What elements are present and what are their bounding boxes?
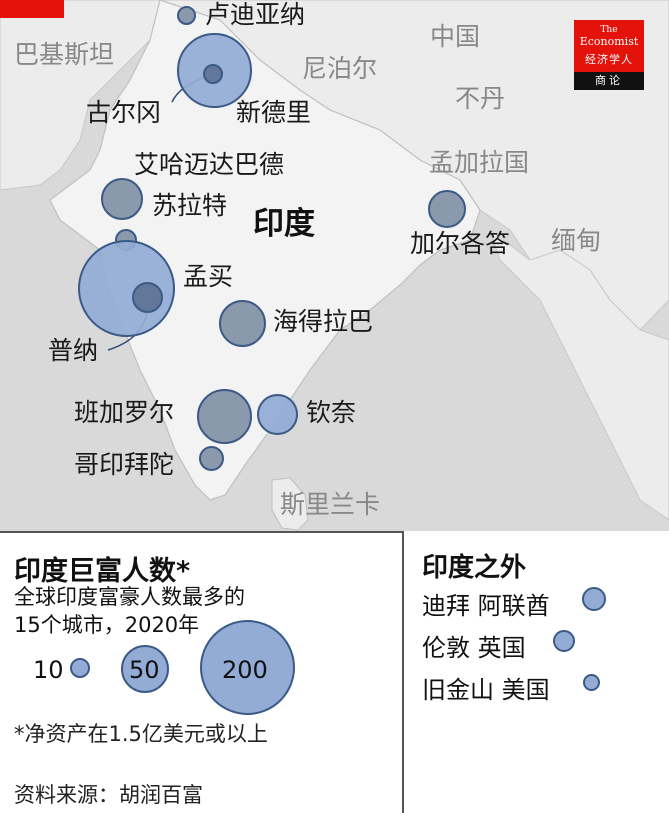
outside-bubble-london <box>553 630 575 652</box>
legend-scale-50-label: 50 <box>129 656 160 684</box>
country-label-myanmar: 缅甸 <box>551 226 602 255</box>
outside-item-london: 伦敦 英国 <box>422 634 526 662</box>
country-label-bhutan: 不丹 <box>455 84 506 113</box>
country-label-bangladesh: 孟加拉国 <box>429 148 530 177</box>
country-label-india: 印度 <box>253 206 315 242</box>
city-label-kolkata: 加尔各答 <box>410 229 511 258</box>
city-label-hyderabad: 海得拉巴 <box>273 307 374 336</box>
legend-subtitle-1: 全球印度富豪人数最多的 <box>14 585 245 609</box>
legend-subtitle-2: 15个城市，2020年 <box>14 613 200 637</box>
legend-bubble-200 <box>200 620 295 715</box>
outside-india-panel: 印度之外 迪拜 阿联酋 伦敦 英国 旧金山 美国 <box>404 531 669 813</box>
outside-bubble-dubai <box>582 587 606 611</box>
legend-bubble-50 <box>121 645 169 693</box>
city-label-pune: 普纳 <box>48 336 99 365</box>
outside-item-dubai: 迪拜 阿联酋 <box>422 592 550 620</box>
brand-tab <box>0 0 64 18</box>
bubble-chennai <box>257 394 298 435</box>
city-label-bangalore: 班加罗尔 <box>74 398 175 427</box>
legend-scale-10-label: 10 <box>33 656 64 684</box>
bubble-ludhiana <box>177 6 196 25</box>
country-label-pakistan: 巴基斯坦 <box>14 40 115 69</box>
city-label-coimbatore: 哥印拜陀 <box>74 450 175 479</box>
city-label-surat: 苏拉特 <box>152 191 228 220</box>
city-label-mumbai: 孟买 <box>183 262 234 291</box>
city-label-chennai: 钦奈 <box>306 398 357 427</box>
bubble-gurgaon <box>203 64 223 84</box>
bubble-ahmedabad <box>101 178 143 220</box>
city-label-new-delhi: 新德里 <box>236 98 312 127</box>
country-label-china: 中国 <box>430 22 481 51</box>
bubble-kolkata <box>428 190 466 228</box>
outside-item-san-francisco: 旧金山 美国 <box>422 676 550 704</box>
economist-logo: The Economist 经济学人 商论 <box>574 20 644 90</box>
country-label-nepal: 尼泊尔 <box>302 54 378 83</box>
bubble-coimbatore <box>199 446 224 471</box>
city-label-gurgaon: 古尔冈 <box>86 98 162 127</box>
city-label-ahmedabad: 艾哈迈达巴德 <box>134 150 285 179</box>
land-east <box>489 228 669 521</box>
outside-title: 印度之外 <box>422 553 527 583</box>
legend-footnote: *净资产在1.5亿美元或以上 <box>14 722 268 746</box>
bubble-pune <box>132 282 163 313</box>
legend-panel: 印度巨富人数* 全球印度富豪人数最多的 15个城市，2020年 10 50 20… <box>0 531 404 813</box>
legend-scale-200-label: 200 <box>222 656 268 684</box>
country-label-sri-lanka: 斯里兰卡 <box>280 490 381 519</box>
city-label-ludhiana: 卢迪亚纳 <box>205 0 306 29</box>
legend-title: 印度巨富人数* <box>14 556 191 587</box>
legend-bubble-10 <box>70 658 90 678</box>
india-land <box>49 0 481 501</box>
bubble-bangalore <box>197 389 252 444</box>
legend-source: 资料来源：胡润百富 <box>14 783 203 807</box>
bubble-hyderabad <box>219 300 266 347</box>
outside-bubble-san-francisco <box>583 674 600 691</box>
sri-lanka-land <box>271 477 309 531</box>
